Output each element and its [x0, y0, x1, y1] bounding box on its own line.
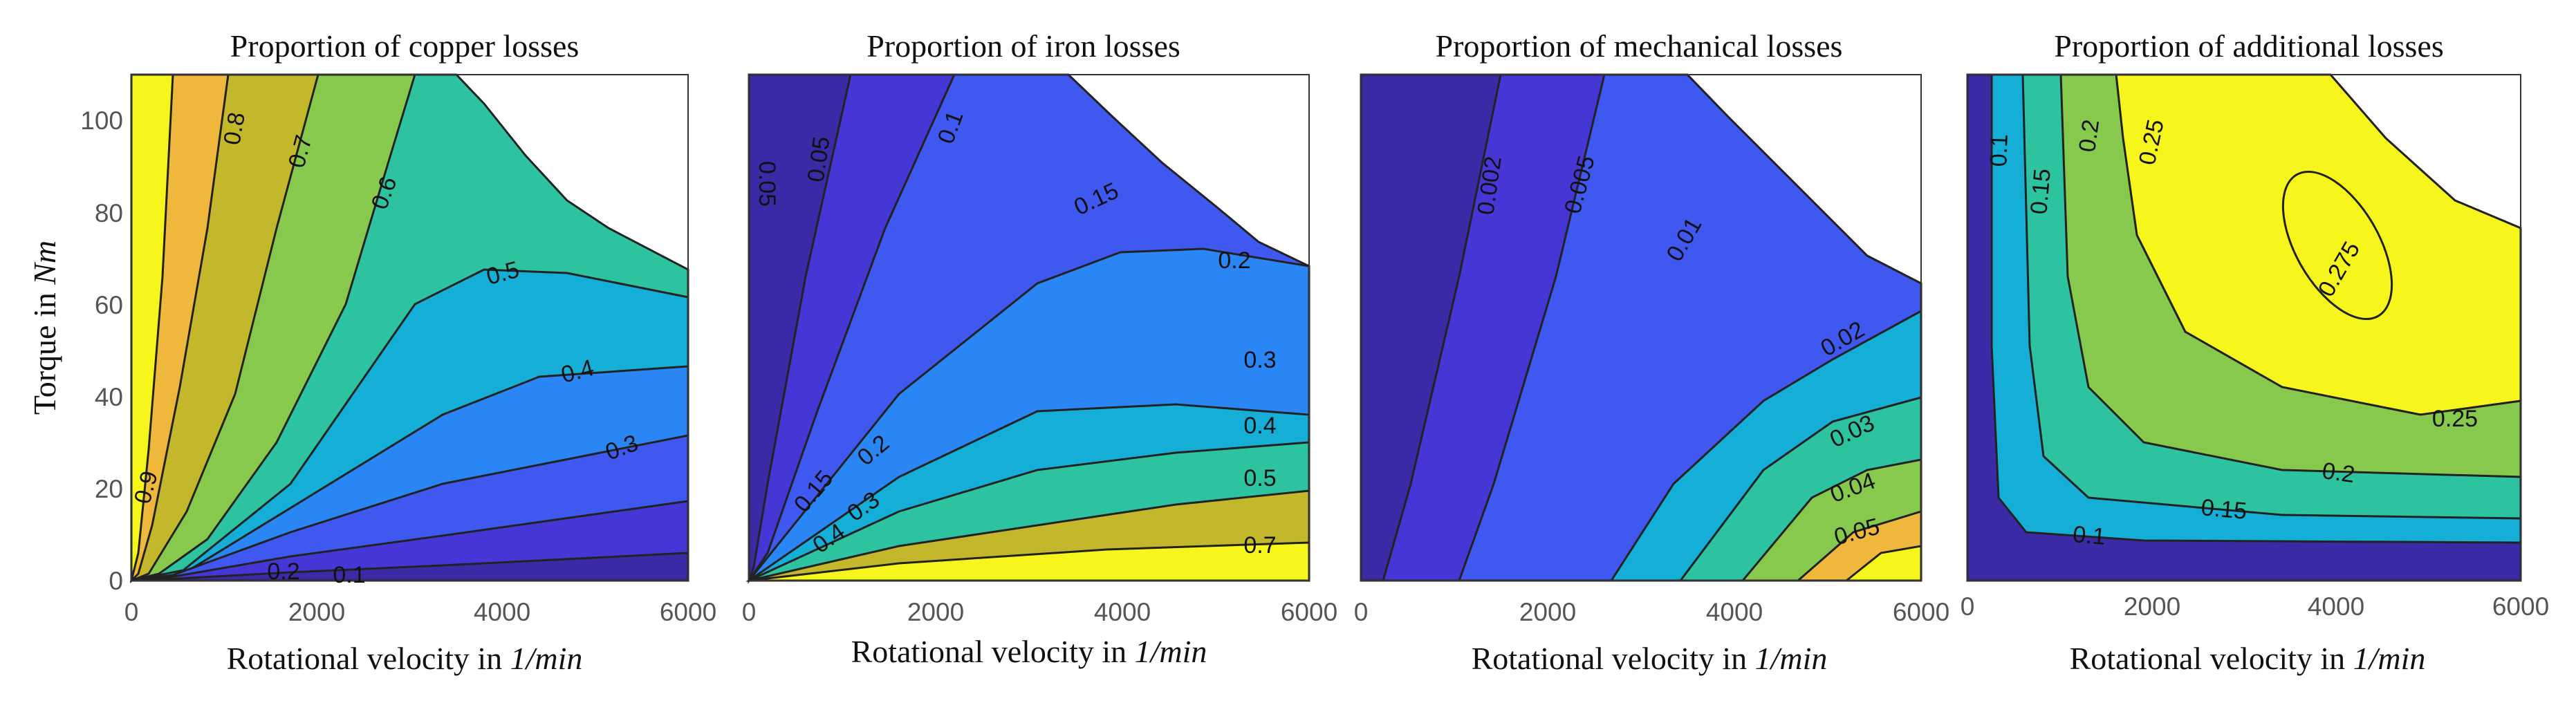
x-tick-label: 4000: [474, 598, 530, 626]
x-tick-label: 4000: [1706, 598, 1763, 626]
contour-label: 0.15: [2026, 167, 2056, 215]
panel-copper-losses: Proportion of copper losses 0.9 0.8 0.7 …: [27, 28, 716, 676]
contour-label: 0.25: [2432, 406, 2478, 432]
x-tick-label: 2000: [1519, 598, 1576, 626]
y-tick-label: 20: [95, 475, 123, 503]
x-tick-label: 2000: [907, 598, 964, 626]
x-tick-label: 2000: [2124, 592, 2180, 621]
x-tick-label: 6000: [1893, 598, 1949, 626]
contour-label: 0.2: [2074, 118, 2104, 153]
contour-label: 0.7: [1243, 532, 1276, 558]
x-tick-label: 0: [124, 598, 139, 626]
y-tick-label: 60: [95, 291, 123, 319]
panel-mechanical-losses: Proportion of mechanical losses 0.002 0.…: [1354, 28, 1949, 676]
contour-label: 0.1: [2072, 521, 2106, 550]
x-tick-label: 6000: [2492, 592, 2549, 621]
contour-label: 0.1: [1985, 133, 2013, 167]
panel-iron-losses: Proportion of iron losses 0.05 0.05 0.1 …: [742, 28, 1337, 669]
y-tick-label: 0: [109, 567, 123, 595]
panel-title: Proportion of mechanical losses: [1436, 28, 1843, 64]
contour-label: 0.8: [219, 111, 250, 147]
x-axis-label: Rotational velocity in 1/min: [1472, 641, 1828, 676]
contour-label: 0.2: [267, 558, 299, 585]
contour-label: 0.5: [1243, 465, 1276, 491]
panel-title: Proportion of iron losses: [867, 28, 1180, 64]
contour-label: 0.05: [803, 135, 835, 184]
x-tick-label: 4000: [1094, 598, 1151, 626]
region-yellow-peak: [2281, 170, 2393, 321]
x-axis-label: Rotational velocity in 1/min: [227, 641, 583, 676]
y-tick-label: 80: [95, 199, 123, 227]
contour-label: 0.2: [1218, 247, 1250, 274]
x-tick-label: 4000: [2308, 592, 2364, 621]
x-tick-label: 6000: [1281, 598, 1337, 626]
contour-label: 0.4: [1243, 413, 1276, 439]
contour-label: 0.3: [1243, 347, 1276, 373]
x-tick-label: 0: [1961, 592, 1975, 621]
y-axis-label: Torque in Nm: [27, 241, 62, 415]
contour-label: 0.05: [754, 161, 780, 207]
x-tick-label: 0: [1354, 598, 1369, 626]
y-tick-label: 100: [80, 106, 123, 135]
panel-title: Proportion of additional losses: [2054, 28, 2443, 64]
x-axis-label: Rotational velocity in 1/min: [851, 634, 1207, 669]
x-tick-label: 6000: [660, 598, 716, 626]
contour-label: 0.2: [2320, 458, 2356, 488]
x-axis-label: Rotational velocity in 1/min: [2070, 641, 2426, 676]
y-tick-label: 40: [95, 383, 123, 411]
panel-additional-losses: Proportion of additional losses 0.1 0.15…: [1961, 28, 2549, 676]
x-tick-label: 0: [742, 598, 757, 626]
contour-label: 0.15: [2200, 494, 2248, 525]
x-tick-label: 2000: [288, 598, 345, 626]
contour-label: 0.1: [333, 562, 365, 588]
panel-title: Proportion of copper losses: [230, 28, 580, 64]
